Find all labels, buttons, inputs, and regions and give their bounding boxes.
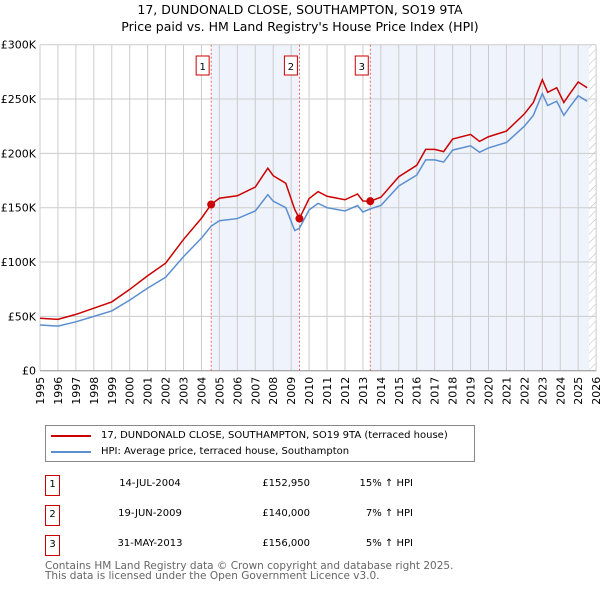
- sale-point: [207, 200, 216, 209]
- x-tick-label: 2015: [393, 377, 406, 405]
- chart-title: 17, DUNDONALD CLOSE, SOUTHAMPTON, SO19 9…: [137, 2, 463, 17]
- sale-price: £140,000: [262, 508, 310, 519]
- y-tick-label: £150K: [1, 202, 37, 215]
- legend-label-hpi: HPI: Average price, terraced house, Sout…: [101, 446, 350, 457]
- y-tick-label: £200K: [1, 147, 37, 160]
- x-tick-label: 1998: [88, 377, 101, 405]
- x-tick-label: 2021: [500, 377, 513, 405]
- x-tick-label: 2007: [249, 377, 262, 405]
- x-tick-label: 2002: [160, 377, 173, 405]
- sale-price: £156,000: [262, 538, 310, 549]
- sale-date: 14-JUL-2004: [119, 478, 181, 489]
- sale-price: £152,950: [262, 478, 310, 489]
- sale-label-box: [354, 55, 369, 76]
- legend: 17, DUNDONALD CLOSE, SOUTHAMPTON, SO19 9…: [45, 425, 475, 462]
- sale-label-box: [283, 55, 298, 76]
- x-tick-label: 1999: [106, 377, 119, 405]
- sale-hpi-diff: 15% ↑ HPI: [359, 478, 413, 489]
- footer-licence: This data is licensed under the Open Gov…: [45, 570, 380, 582]
- x-tick-label: 1995: [34, 377, 47, 405]
- x-tick-label: 2012: [339, 377, 352, 405]
- x-tick-label: 2009: [285, 377, 298, 405]
- y-tick-label: £250K: [1, 93, 37, 106]
- sale-number: 1: [45, 475, 60, 496]
- chart-subtitle: Price paid vs. HM Land Registry's House …: [121, 19, 479, 34]
- x-tick-label: 2022: [518, 377, 531, 405]
- y-tick-label: £100K: [1, 256, 37, 269]
- x-tick-label: 2026: [590, 377, 600, 405]
- x-tick-label: 2005: [213, 377, 226, 405]
- sale-number: 3: [45, 535, 60, 556]
- sale-hpi-diff: 5% ↑ HPI: [365, 538, 413, 549]
- sale-date: 19-JUN-2009: [118, 508, 182, 519]
- plot-area: 1995 1996 1997 1998 1999 2000 2001 2002 2003 2004…: [1, 39, 600, 405]
- x-tick-label: 2011: [321, 377, 334, 405]
- x-tick-label: 2017: [429, 377, 442, 405]
- sale-label: 3: [359, 62, 365, 73]
- x-tick-label: 2016: [411, 377, 424, 405]
- sale-label-box: [195, 55, 210, 76]
- property-price-line: [39, 77, 588, 321]
- x-tick-label: 2025: [572, 377, 585, 405]
- legend-swatch-hpi: [51, 450, 91, 453]
- x-tick-label: 2008: [267, 377, 280, 405]
- sale-date: 31-MAY-2013: [117, 538, 183, 549]
- x-tick-label: 2024: [554, 377, 567, 405]
- x-tick-label: 1997: [70, 377, 83, 405]
- x-tick-label: 2013: [357, 377, 370, 405]
- sale-label: 1: [199, 62, 205, 73]
- sale-point: [295, 214, 304, 223]
- x-tick-label: 2010: [303, 377, 316, 405]
- legend-label-property: 17, DUNDONALD CLOSE, SOUTHAMPTON, SO19 9…: [101, 430, 448, 441]
- sale-label: 2: [288, 62, 294, 73]
- sale-row: 1 14-JUL-2004 £152,950 15% ↑ HPI: [45, 475, 445, 496]
- sale-hpi-diff: 7% ↑ HPI: [365, 508, 413, 519]
- x-tick-label: 2020: [483, 377, 496, 405]
- hpi-line: [39, 91, 588, 327]
- x-tick-label: 2003: [178, 377, 191, 405]
- sale-row: 3 31-MAY-2013 £156,000 5% ↑ HPI: [45, 535, 445, 556]
- sale-point: [366, 197, 375, 206]
- x-tick-label: 1996: [52, 377, 65, 405]
- x-tick-label: 2001: [142, 377, 155, 405]
- y-tick-label: £300K: [1, 39, 37, 52]
- footer-copyright: Contains HM Land Registry data © Crown c…: [45, 560, 454, 572]
- sale-row: 2 19-JUN-2009 £140,000 7% ↑ HPI: [45, 505, 445, 526]
- sale-number: 2: [45, 505, 60, 526]
- x-tick-label: 2000: [124, 377, 137, 405]
- x-tick-label: 2014: [375, 377, 388, 405]
- y-tick-label: £0: [22, 365, 36, 378]
- x-tick-label: 2019: [465, 377, 478, 405]
- x-tick-label: 2023: [536, 377, 549, 405]
- x-tick-label: 2006: [231, 377, 244, 405]
- x-tick-label: 2004: [195, 377, 208, 405]
- y-tick-label: £50K: [8, 310, 37, 323]
- legend-swatch-property: [51, 434, 91, 437]
- x-tick-label: 2018: [447, 377, 460, 405]
